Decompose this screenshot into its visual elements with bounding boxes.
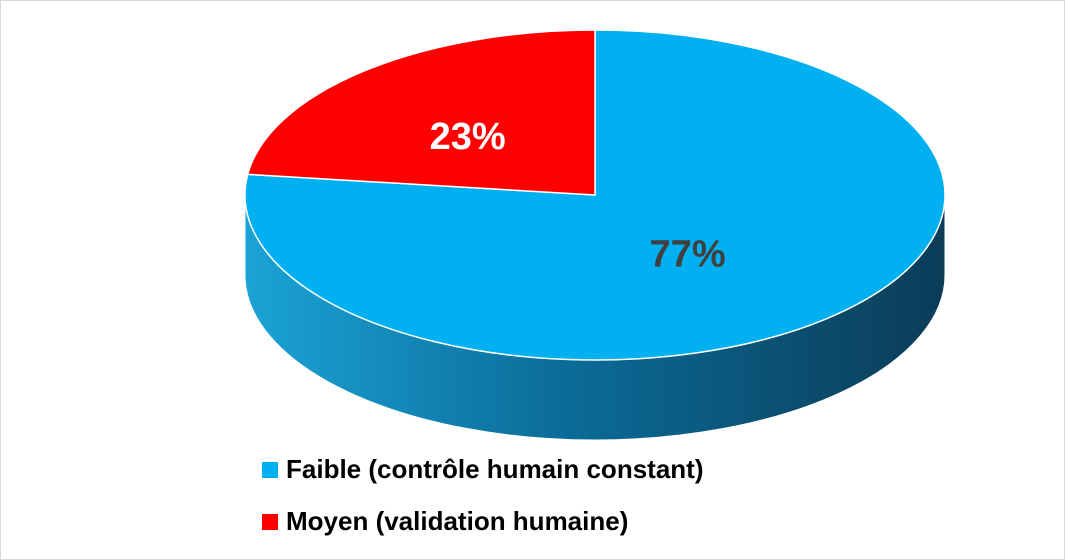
chart: 77% 23% Faible (contrôle humain constant) M… — [0, 0, 1065, 560]
legend-swatch — [262, 462, 278, 478]
legend-swatch — [262, 514, 278, 530]
legend-label: Faible (contrôle humain constant) — [286, 454, 703, 484]
legend-label: Moyen (validation humaine) — [286, 506, 628, 536]
data-label: 77% — [650, 234, 726, 276]
data-label: 23% — [430, 116, 506, 158]
